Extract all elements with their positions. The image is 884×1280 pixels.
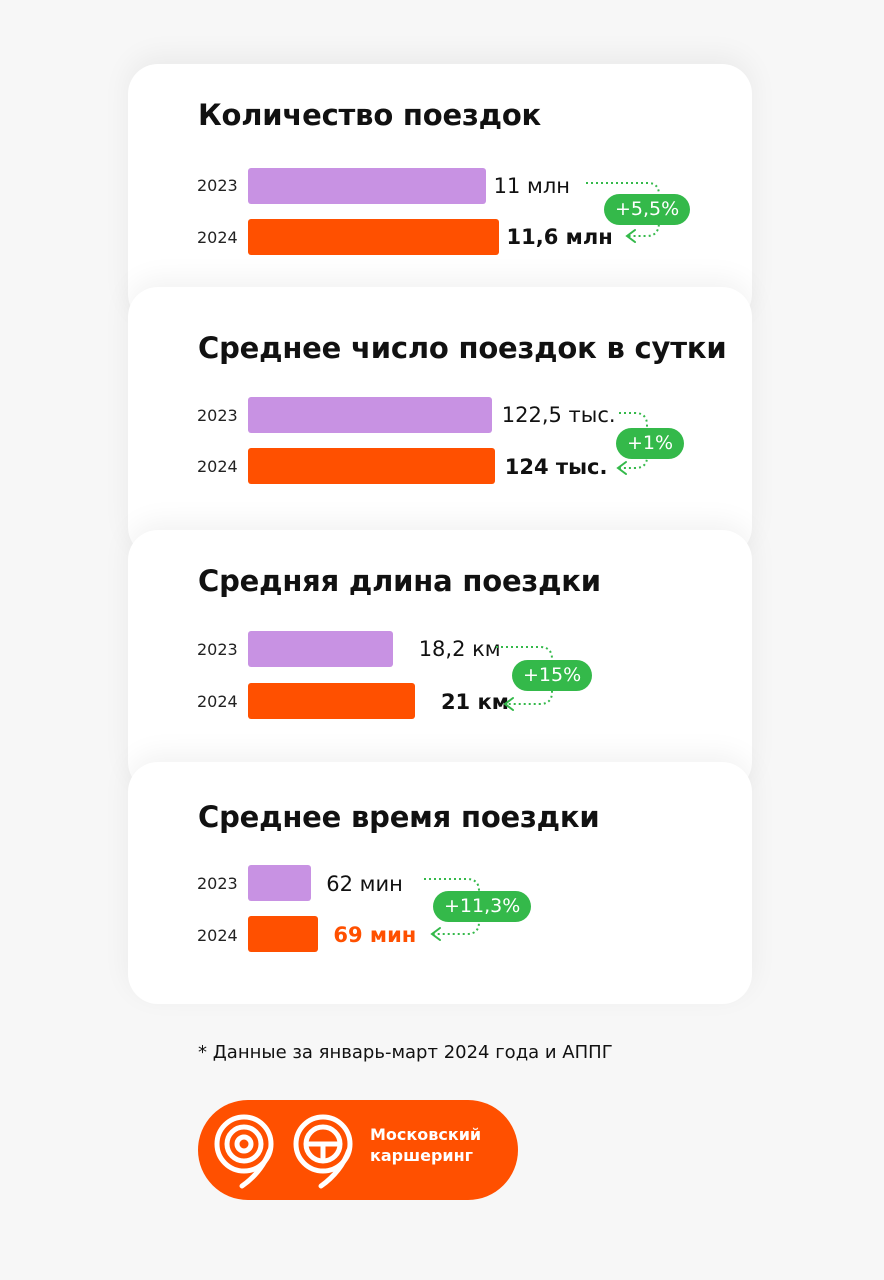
bar-2023 bbox=[248, 865, 312, 901]
bar-2023 bbox=[248, 631, 393, 667]
change-connector bbox=[424, 878, 480, 941]
chart-title: Средняя длина поездки bbox=[198, 564, 601, 598]
logo-text-line1: Московский bbox=[370, 1125, 482, 1144]
chart-card-avg-duration: Среднее время поездки 2023 62 мин 2024 6… bbox=[128, 762, 752, 1004]
change-badge: +5,5% bbox=[604, 194, 691, 225]
logo-text-line2: каршеринг bbox=[370, 1146, 474, 1165]
year-label-2024: 2024 bbox=[197, 457, 238, 476]
year-label-2023: 2023 bbox=[197, 406, 238, 425]
chart-title: Среднее число поездок в сутки bbox=[198, 331, 727, 365]
logo-text: Московский каршеринг bbox=[370, 1124, 481, 1166]
change-connector bbox=[586, 182, 660, 243]
value-label-2023: 122,5 тыс. bbox=[501, 403, 616, 427]
value-label-2023: 11 млн bbox=[493, 174, 570, 198]
value-label-2024: 21 км bbox=[440, 690, 509, 714]
bar-2023 bbox=[248, 168, 486, 204]
value-label-2023: 62 мин bbox=[326, 872, 403, 896]
year-label-2024: 2024 bbox=[197, 692, 238, 711]
brand-logo[interactable]: Московский каршеринг bbox=[198, 1100, 518, 1200]
year-label-2023: 2023 bbox=[197, 874, 238, 893]
change-connector bbox=[616, 412, 648, 475]
change-badge: +1% bbox=[616, 428, 685, 459]
year-label-2023: 2023 bbox=[197, 640, 238, 659]
value-label-2024: 11,6 млн bbox=[506, 225, 613, 249]
chart-card-avg-distance: Средняя длина поездки 2023 18,2 км 2024 … bbox=[128, 530, 752, 792]
year-label-2024: 2024 bbox=[197, 926, 238, 945]
chart-card-trips-count: Количество поездок 2023 11 млн 2024 11,6… bbox=[128, 64, 752, 324]
year-label-2024: 2024 bbox=[197, 228, 238, 247]
bar-2023 bbox=[248, 397, 492, 433]
bar-2024 bbox=[248, 683, 415, 719]
chart-title: Среднее время поездки bbox=[198, 800, 600, 834]
year-label-2023: 2023 bbox=[197, 176, 238, 195]
bar-2024 bbox=[248, 448, 495, 484]
bar-2024 bbox=[248, 219, 499, 255]
footnote: * Данные за январь-март 2024 года и АППГ bbox=[198, 1042, 613, 1063]
value-label-2023: 18,2 км bbox=[418, 637, 501, 661]
bar-2024 bbox=[248, 916, 319, 952]
change-badge: +11,3% bbox=[433, 891, 532, 922]
chart-card-daily-trips: Среднее число поездок в сутки 2023 122,5… bbox=[128, 287, 752, 557]
chart-title: Количество поездок bbox=[198, 98, 542, 132]
value-label-2024: 124 тыс. bbox=[504, 455, 608, 479]
change-connector bbox=[496, 646, 553, 711]
change-badge: +15% bbox=[512, 660, 593, 691]
logo-pin-icon bbox=[214, 1114, 353, 1189]
value-label-2024: 69 мин bbox=[333, 923, 417, 947]
